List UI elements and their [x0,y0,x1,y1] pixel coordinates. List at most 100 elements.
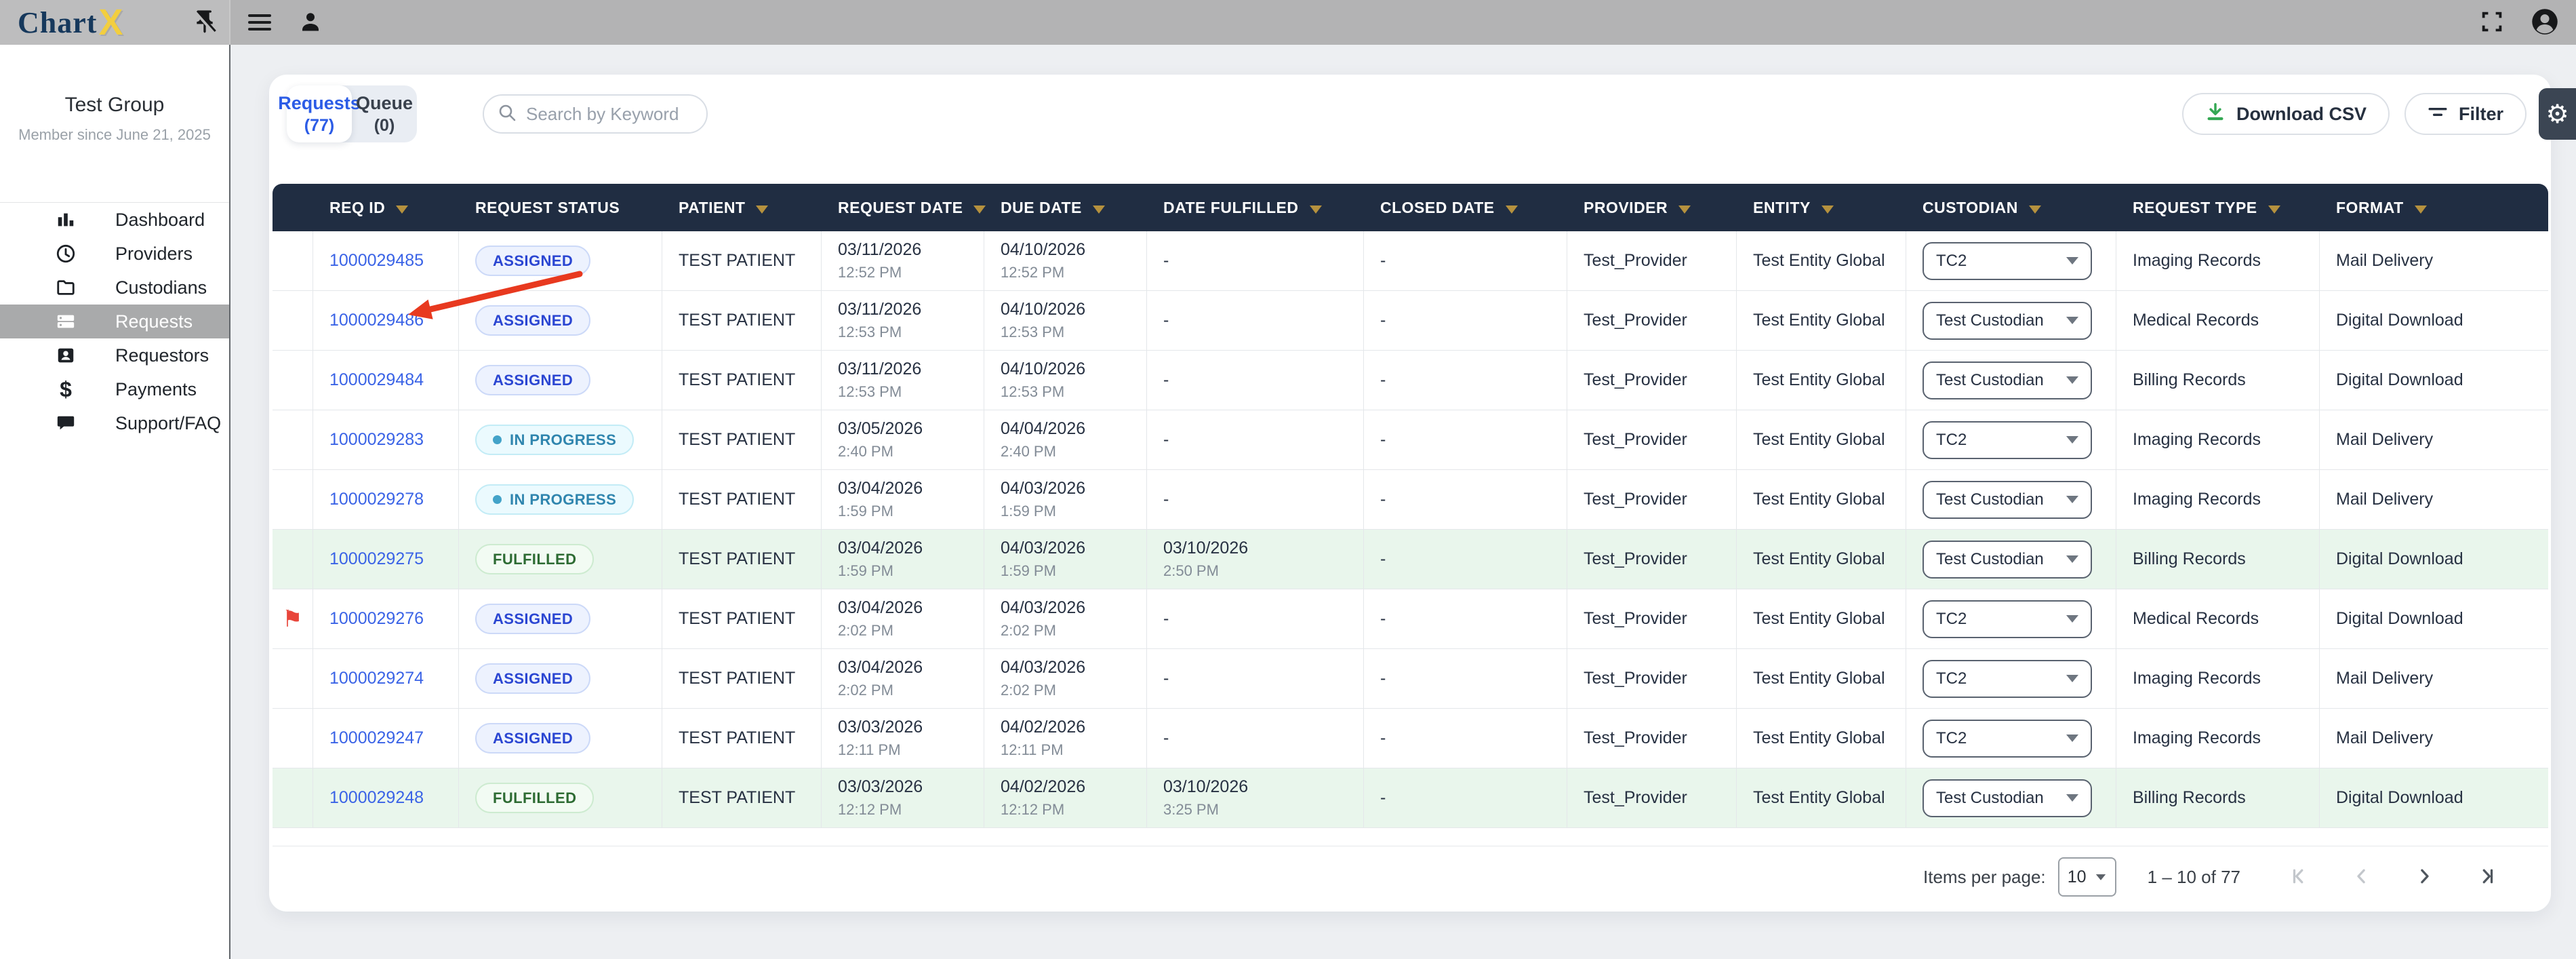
sort-arrow-icon[interactable] [1092,205,1105,214]
sort-arrow-icon[interactable] [756,205,769,214]
request-type-cell: Imaging Records [2116,649,2320,709]
flag-cell: ⚑ [273,530,313,589]
request-id-link[interactable]: 1000029275 [329,549,424,568]
folder-icon [54,277,77,298]
sidebar-item-requests[interactable]: Requests [0,305,229,338]
column-header[interactable]: CUSTODIAN [1906,184,2116,231]
date-fulfilled-cell: - [1147,410,1364,470]
request-date-cell: 03/11/2026 12:52 PM [822,231,984,291]
sidebar-item-providers[interactable]: Providers [0,237,229,271]
sidebar-item-custodians[interactable]: Custodians [0,271,229,305]
patient-cell: TEST PATIENT [662,410,822,470]
logo-text: Chart [18,5,98,39]
column-header[interactable]: REQUEST DATE [822,184,986,231]
column-label: ENTITY [1753,198,1811,216]
date-fulfilled-cell: - [1147,589,1364,649]
request-id-link[interactable]: 1000029485 [329,251,424,270]
column-header[interactable]: DATE FULFILLED [1147,184,1364,231]
request-id-link[interactable]: 1000029283 [329,430,424,449]
tab-queue[interactable]: Queue (0) [352,85,417,142]
fullscreen-icon [2480,9,2504,36]
request-id-link[interactable]: 1000029247 [329,728,424,747]
sidebar-item-dashboard[interactable]: Dashboard [0,203,229,237]
sort-arrow-icon[interactable] [1678,205,1691,214]
column-label: DATE FULFILLED [1163,198,1299,216]
format-cell: Mail Delivery [2320,470,2548,530]
request-date-cell: 03/11/2026 12:53 PM [822,351,984,410]
sort-arrow-icon[interactable] [1505,205,1518,214]
topbar-actions [230,0,2576,45]
column-header[interactable]: PATIENT [662,184,822,231]
column-header[interactable]: PROVIDER [1567,184,1737,231]
request-id-link[interactable]: 1000029278 [329,490,424,509]
request-id-link[interactable]: 1000029274 [329,669,424,688]
custodian-dropdown[interactable]: TC2 [1923,659,2092,698]
custodian-dropdown[interactable]: Test Custodian [1923,779,2092,817]
last-page-icon [2476,866,2497,888]
custodian-dropdown[interactable]: Test Custodian [1923,540,2092,579]
req-id-cell: 1000029248 [313,768,459,828]
custodian-dropdown[interactable]: TC2 [1923,241,2092,280]
entity-cell: Test Entity Global [1737,231,1906,291]
sort-arrow-icon[interactable] [2028,205,2041,214]
custodian-dropdown[interactable]: TC2 [1923,600,2092,638]
req-id-cell: 1000029485 [313,231,459,291]
column-header[interactable]: REQ ID [313,184,459,231]
custodian-dropdown[interactable]: TC2 [1923,420,2092,459]
first-page-button[interactable] [2289,866,2310,888]
gear-icon: ⚙ [2545,99,2569,129]
sidebar-item-support[interactable]: Support/FAQ [0,406,229,440]
menu-button[interactable] [248,14,271,31]
column-header[interactable]: REQUEST TYPE [2116,184,2320,231]
filter-label: Filter [2458,103,2503,124]
column-header[interactable]: REQUEST STATUS [459,184,662,231]
account-button[interactable] [2531,8,2558,37]
sort-arrow-icon[interactable] [1821,205,1834,214]
custodian-dropdown[interactable]: Test Custodian [1923,301,2092,340]
page-size-dropdown[interactable]: 10 [2057,857,2116,897]
entity-cell: Test Entity Global [1737,709,1906,768]
sidebar-item-requestors[interactable]: Requestors [0,338,229,372]
next-page-button[interactable] [2414,866,2434,888]
previous-page-button[interactable] [2352,866,2372,888]
sort-arrow-icon[interactable] [396,205,409,214]
custodian-dropdown[interactable]: TC2 [1923,719,2092,758]
filter-button[interactable]: Filter [2404,93,2527,135]
custodian-dropdown[interactable]: Test Custodian [1923,480,2092,519]
entity-cell: Test Entity Global [1737,410,1906,470]
format-cell: Digital Download [2320,768,2548,828]
tab-requests[interactable]: Requests (77) [278,85,361,142]
last-page-button[interactable] [2476,866,2497,888]
settings-tab-button[interactable]: ⚙ [2539,88,2576,140]
column-header[interactable]: FORMAT [2320,184,2548,231]
unpin-sidebar-button[interactable] [191,8,218,37]
request-id-link[interactable]: 1000029276 [329,609,424,628]
logo-x: X [98,2,123,43]
column-header[interactable]: DUE DATE [984,184,1147,231]
request-id-link[interactable]: 1000029486 [329,311,424,330]
request-id-link[interactable]: 1000029248 [329,788,424,807]
column-header[interactable] [273,184,313,231]
sort-arrow-icon[interactable] [2268,205,2280,214]
download-csv-button[interactable]: Download CSV [2181,93,2390,135]
user-button[interactable] [298,9,323,36]
custodian-dropdown[interactable]: Test Custodian [1923,361,2092,399]
column-label: REQUEST TYPE [2133,198,2257,216]
pin-off-icon [191,9,218,37]
sidebar-item-payments[interactable]: $ Payments [0,372,229,406]
sort-arrow-icon[interactable] [973,205,986,214]
chevron-down-icon [2066,376,2078,384]
request-date-cell: 03/11/2026 12:53 PM [822,291,984,351]
column-header[interactable]: ENTITY [1737,184,1906,231]
sort-arrow-icon[interactable] [1309,205,1322,214]
req-id-cell: 1000029283 [313,410,459,470]
chevron-down-icon [2066,735,2078,742]
column-header[interactable]: CLOSED DATE [1364,184,1567,231]
format-cell: Mail Delivery [2320,410,2548,470]
fullscreen-button[interactable] [2480,9,2504,36]
request-id-link[interactable]: 1000029484 [329,370,424,389]
table-row: ⚑ 1000029248 FULFILLED TEST PATIENT 03/0… [273,768,2548,828]
sort-arrow-icon[interactable] [2414,205,2427,214]
request-type-cell: Medical Records [2116,291,2320,351]
search-input[interactable] [526,103,753,125]
